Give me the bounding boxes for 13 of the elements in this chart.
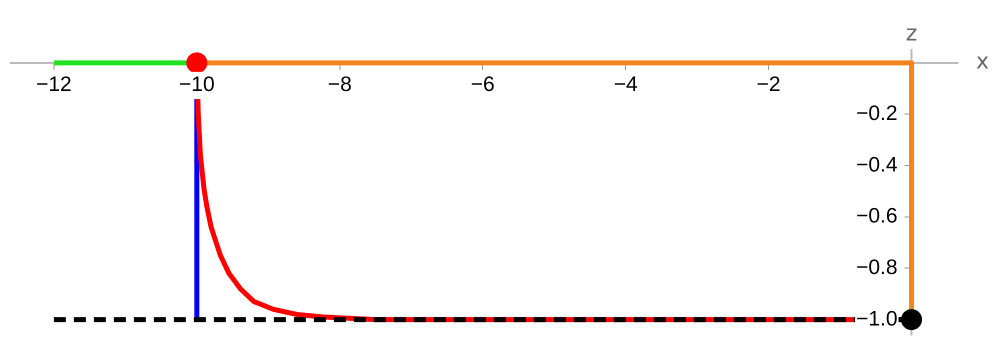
y-tick-label: −0.6 <box>856 204 898 228</box>
y-tick-label: −0.2 <box>856 102 898 125</box>
x-tick-label: −2 <box>756 73 781 96</box>
x-tick-label: −10 <box>179 73 215 96</box>
x-tick-label: −12 <box>36 73 72 96</box>
y-tick-label: −0.8 <box>856 256 898 280</box>
x-tick-label: −6 <box>470 73 495 96</box>
y-tick-label: −1.0 <box>856 307 898 330</box>
x-axis-title: x <box>976 50 990 75</box>
x-tick-label: −8 <box>328 73 352 96</box>
y-tick-label: −0.4 <box>856 153 898 176</box>
y-axis-title: z <box>906 22 918 47</box>
x-tick-label: −4 <box>614 73 638 96</box>
